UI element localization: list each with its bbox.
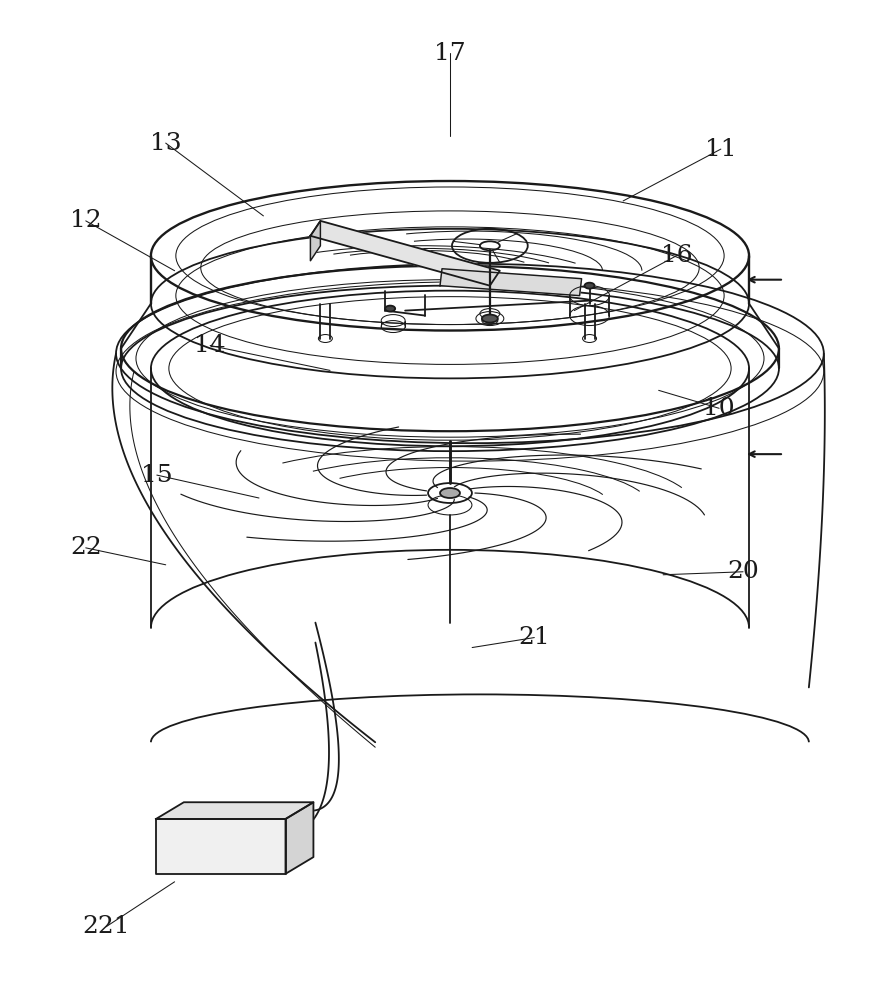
Polygon shape bbox=[156, 819, 285, 874]
Text: 14: 14 bbox=[194, 334, 226, 357]
Polygon shape bbox=[156, 802, 314, 819]
Ellipse shape bbox=[584, 283, 594, 289]
Polygon shape bbox=[285, 802, 314, 874]
Polygon shape bbox=[440, 269, 582, 296]
Text: 15: 15 bbox=[141, 464, 173, 487]
Text: 13: 13 bbox=[150, 132, 182, 155]
Polygon shape bbox=[310, 221, 500, 286]
Text: 10: 10 bbox=[703, 397, 735, 420]
Ellipse shape bbox=[482, 315, 498, 323]
Text: 17: 17 bbox=[434, 42, 466, 65]
Polygon shape bbox=[310, 221, 321, 261]
Text: 12: 12 bbox=[70, 209, 102, 232]
Text: 16: 16 bbox=[660, 244, 692, 267]
Text: 21: 21 bbox=[519, 626, 550, 649]
Ellipse shape bbox=[385, 306, 395, 312]
Text: 22: 22 bbox=[69, 536, 102, 559]
Text: 11: 11 bbox=[705, 138, 737, 161]
Text: 20: 20 bbox=[727, 560, 759, 583]
Ellipse shape bbox=[440, 488, 460, 498]
Text: 221: 221 bbox=[83, 915, 130, 938]
